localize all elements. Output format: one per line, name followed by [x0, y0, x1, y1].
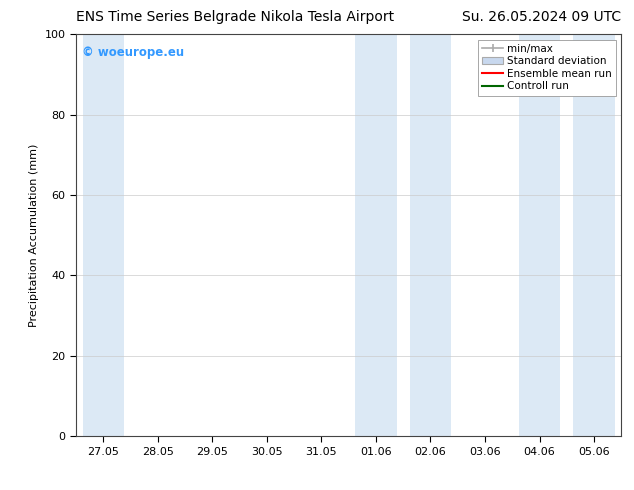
Text: Su. 26.05.2024 09 UTC: Su. 26.05.2024 09 UTC: [462, 10, 621, 24]
Bar: [519, 34, 560, 436]
Bar: [573, 34, 615, 436]
Bar: [82, 34, 124, 436]
Text: © woeurope.eu: © woeurope.eu: [82, 47, 184, 59]
Text: ENS Time Series Belgrade Nikola Tesla Airport: ENS Time Series Belgrade Nikola Tesla Ai…: [76, 10, 394, 24]
Bar: [410, 34, 451, 436]
Y-axis label: Precipitation Accumulation (mm): Precipitation Accumulation (mm): [29, 144, 39, 327]
Legend: min/max, Standard deviation, Ensemble mean run, Controll run: min/max, Standard deviation, Ensemble me…: [478, 40, 616, 96]
Bar: [355, 34, 397, 436]
